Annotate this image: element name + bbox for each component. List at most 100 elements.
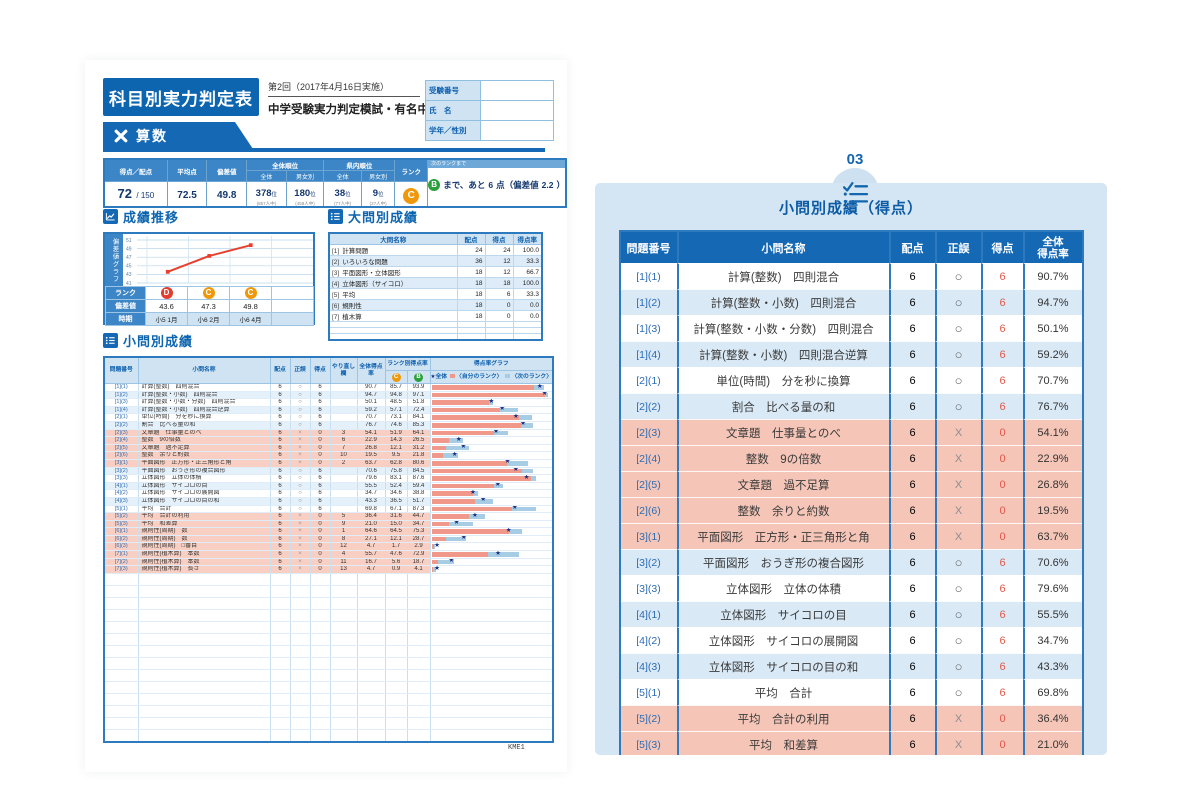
overall-rate-cell: 4.7 xyxy=(357,542,386,552)
minor-row: [2](4) 整数 9の倍数 6 × 0 6 22.9 14.3 26.5 ★ xyxy=(104,436,554,445)
problem-name-cell: 立体図形 サイコロの展開図 xyxy=(138,489,271,498)
rate-graph-cell: ★ xyxy=(430,565,554,574)
rank-c-rate-cell: 0.9 xyxy=(385,565,408,574)
overall-rate-cell: 26.8 xyxy=(357,444,386,453)
empty-cell xyxy=(430,645,554,658)
redo-cell: 1 xyxy=(330,527,358,536)
trend-rows-table: ランク D C C 偏差値 43.6 47.3 49.8 時期 小5 1月 小6… xyxy=(105,286,314,326)
rate-graph: ★ xyxy=(431,505,552,512)
overall-rate-cell: 69.8 xyxy=(357,505,386,514)
rank-c-rate-cell: 94.8 xyxy=(385,391,408,400)
mark-cell: X xyxy=(934,731,981,755)
major-row: [5] 平均 18 6 33.3 xyxy=(328,288,543,300)
problem-no-cell: [5](2) xyxy=(620,705,677,731)
problem-name-cell: 計算(整数・小数) 四則混合 xyxy=(676,289,889,315)
empty-cell xyxy=(138,669,271,682)
mark-cell: ○ xyxy=(290,383,311,392)
empty-cell xyxy=(430,669,554,682)
overall-rate-cell: 55.5 xyxy=(357,482,386,491)
rank-b-rate-cell: 87.6 xyxy=(407,474,431,483)
rank-row-label: ランク xyxy=(105,286,146,300)
empty-cell xyxy=(357,705,386,718)
rank-b-rate-cell: 80.6 xyxy=(407,459,431,468)
problem-no-cell: [1](3) xyxy=(104,398,139,407)
svg-text:51: 51 xyxy=(126,238,132,244)
minor-empty-row xyxy=(104,717,554,730)
redo-cell: 10 xyxy=(330,451,358,460)
mark-cell: ○ xyxy=(290,398,311,407)
points-cell: 6 xyxy=(270,527,291,536)
problem-no-cell: [5](1) xyxy=(104,505,139,514)
major-rate-cell: 66.7 xyxy=(512,266,543,278)
points-cell: 6 xyxy=(888,601,935,627)
score-cell: 0 xyxy=(980,471,1023,497)
problem-name-cell: 平面図形 正方形・正三角形と角 xyxy=(676,523,889,549)
major-pts-cell: 18 xyxy=(456,299,486,311)
deviation-cell-empty xyxy=(271,299,314,313)
points-cell: 6 xyxy=(888,679,935,705)
empty-cell xyxy=(357,597,386,610)
rank-c-rate-cell: 15.0 xyxy=(385,520,408,529)
rank-c-rate-cell: 51.9 xyxy=(385,429,408,438)
mark-cell: ○ xyxy=(290,505,311,514)
points-cell: 6 xyxy=(270,398,291,407)
score-cell: 6 xyxy=(310,413,331,422)
deviation-cell: 47.3 xyxy=(187,299,230,313)
empty-cell xyxy=(357,573,386,586)
major-name: 平面図形・立体図形 xyxy=(342,270,401,277)
rank-b-rate-cell: 51.7 xyxy=(407,497,431,506)
rank-b-rate-cell: 72.9 xyxy=(407,550,431,559)
mark-cell: ○ xyxy=(290,467,311,476)
own-rank-bar xyxy=(431,422,521,428)
rank-c-rate-cell: 5.6 xyxy=(385,558,408,567)
next-rank-dev: 2.2 xyxy=(541,180,554,190)
overall-rate-cell: 90.7 xyxy=(357,383,386,392)
empty-cell xyxy=(330,693,358,706)
rank-b-rate-cell: 28.7 xyxy=(407,535,431,544)
student-field-value xyxy=(480,120,554,141)
overall-star: ★ xyxy=(541,391,548,398)
rank-b-rate-cell: 64.1 xyxy=(407,429,431,438)
problem-name-cell: 計算(整数・小数) 四則混合 xyxy=(138,391,271,400)
student-table-body: 受験番号氏 名学年／性別 xyxy=(425,80,554,141)
rate-cell: 21.0% xyxy=(1022,731,1082,755)
panel-row: [5](3) 平均 和差算 6 X 0 21.0% xyxy=(620,731,1082,755)
points-cell: 6 xyxy=(888,393,935,419)
score-cell: 0 xyxy=(980,419,1023,445)
problem-no-cell: [3](2) xyxy=(104,467,139,476)
rank-c-rate-cell: 67.1 xyxy=(385,505,408,514)
empty-cell xyxy=(330,717,358,730)
problem-name-cell: 平均 合計の利用 xyxy=(138,512,271,521)
next-rank-bar xyxy=(431,445,469,451)
empty-cell xyxy=(330,573,358,586)
report-page: 科目別実力判定表 第2回（2017年4月16日実施） 中学受験実力判定模試・有名… xyxy=(85,60,567,772)
minor-header-graph: 得点率グラフ xyxy=(429,356,554,371)
empty-cell xyxy=(104,729,139,743)
next-rank-close: ） xyxy=(556,180,565,190)
major-row: [4] 立体図形（サイコロ） 18 18 100.0 xyxy=(328,277,543,289)
empty-cell xyxy=(328,333,458,341)
score-cell: 6 xyxy=(980,575,1023,601)
empty-cell xyxy=(290,645,311,658)
minor-row: [2](1) 単位(時間) 分を秒に換算 6 ○ 6 70.7 73.1 84.1 ★ xyxy=(104,413,554,422)
subject-label: 算数 xyxy=(136,127,168,144)
problem-name-cell: 規則性(周期) □番目 xyxy=(138,542,271,552)
svg-text:47: 47 xyxy=(126,255,132,261)
next-rank-bar xyxy=(431,453,458,458)
rank-c-rate-cell: 47.6 xyxy=(385,550,408,559)
score-value: 72 xyxy=(117,186,132,201)
empty-cell xyxy=(270,633,291,646)
problem-name-cell: 文章題 過不足算 xyxy=(676,471,889,497)
panel-header-pts: 配点 xyxy=(888,232,935,263)
empty-cell xyxy=(138,633,271,646)
deviation-cell: 43.6 xyxy=(145,299,188,313)
points-cell: 6 xyxy=(270,444,291,453)
mark-cell: X xyxy=(934,705,981,731)
empty-cell xyxy=(357,717,386,730)
own-rank-bar xyxy=(431,491,473,496)
points-cell: 6 xyxy=(270,474,291,483)
major-no: [3] xyxy=(332,270,340,277)
deviation-row-label: 偏差値 xyxy=(105,299,146,313)
own-rank-bar xyxy=(431,544,434,550)
panel-number: 03 xyxy=(846,151,864,168)
